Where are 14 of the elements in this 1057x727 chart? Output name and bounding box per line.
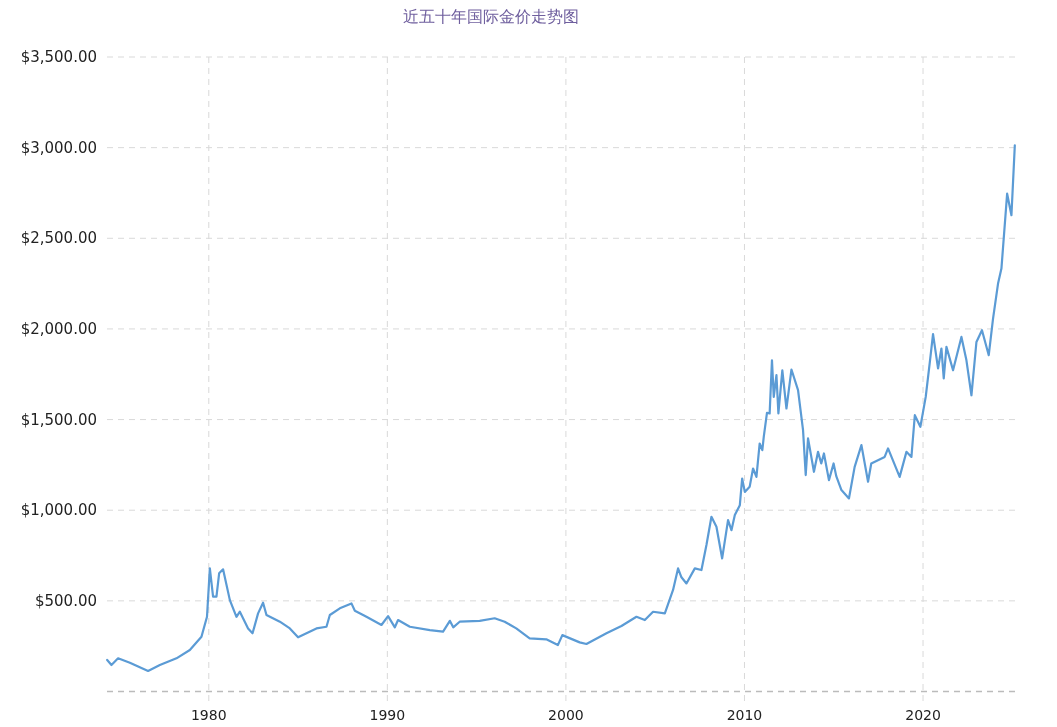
y-tick-label: $3,500.00 bbox=[20, 48, 97, 66]
x-tick-label: 2000 bbox=[548, 706, 584, 723]
x-tick-label: 1990 bbox=[369, 706, 406, 723]
y-tick-label: $1,000.00 bbox=[20, 501, 97, 520]
x-tick-label: 1980 bbox=[190, 706, 227, 723]
y-tick-label: $3,000.00 bbox=[20, 138, 97, 157]
y-tick-label: $1,500.00 bbox=[20, 410, 97, 429]
chart-title: 近五十年国际金价走势图 bbox=[403, 7, 579, 26]
x-tick-label: 2010 bbox=[726, 706, 763, 723]
y-tick-label: $2,500.00 bbox=[20, 229, 97, 248]
y-tick-label: $2,000.00 bbox=[20, 319, 97, 338]
y-tick-label: $500.00 bbox=[34, 591, 97, 610]
x-tick-label: 2020 bbox=[905, 706, 941, 723]
line-series bbox=[106, 144, 1016, 673]
